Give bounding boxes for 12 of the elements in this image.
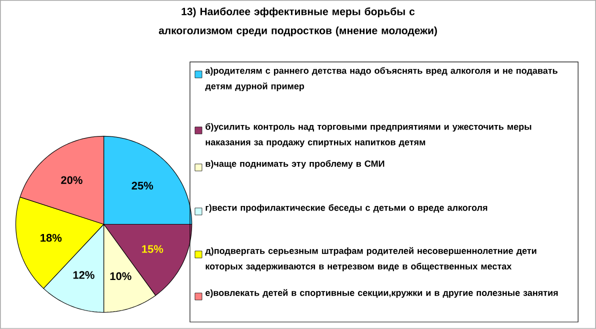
data-label: 18% <box>40 234 62 242</box>
data-label: 10% <box>110 272 132 280</box>
legend-label: г)вести профилактические беседы с детьми о вреде алкоголя <box>206 204 488 213</box>
legend-label: в)чаще поднимать эту проблему в СМИ <box>206 160 384 169</box>
legend-label: а)родителям с раннего детства надо объяснять вред алкоголя и не подавать детям дурной пример <box>205 67 558 92</box>
chart-title: 13) Наиболее эффективные меры борьбы с алкоголизмом среди подростков (мнение молодежи) <box>158 7 437 36</box>
legend-label: е)вовлекать детей в спортивные секции,кружки и в другие полезные занятия <box>206 289 558 298</box>
data-label: 15% <box>142 245 164 253</box>
legend-label: д)подвергать серьезным штрафам родителей несовершеннолетние дети которых задерживаются в нетрезвом виде в общественных местах <box>205 247 536 272</box>
data-label: 20% <box>61 176 82 184</box>
data-label: 25% <box>132 182 154 190</box>
data-label: 12% <box>73 271 94 279</box>
